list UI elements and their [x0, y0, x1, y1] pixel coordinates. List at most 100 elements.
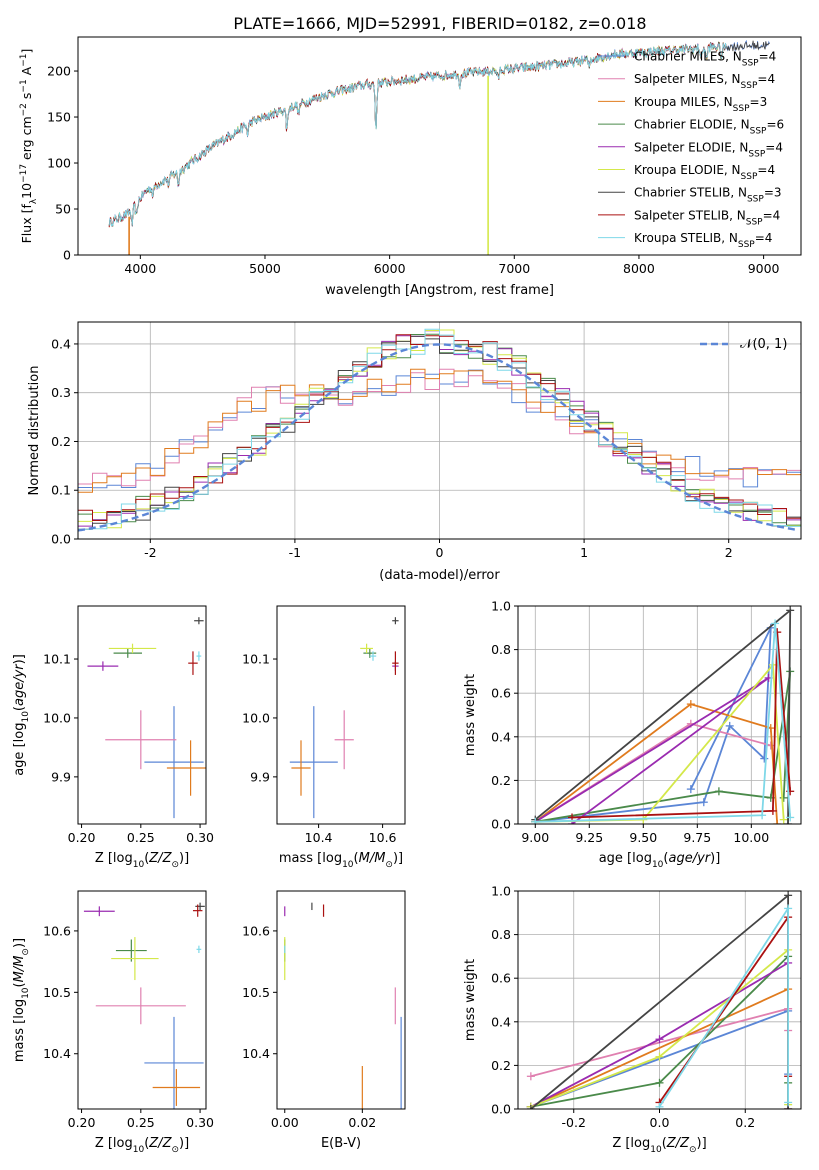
label-part: =4: [759, 50, 777, 64]
x-tick-label: 0.20: [68, 1115, 96, 1130]
label-part: 10: [21, 711, 31, 723]
x-axis-label: mass [log10(M/M⊙)]: [279, 851, 403, 870]
label-part: 𝒩(0, 1): [740, 337, 787, 352]
weight-line: [535, 627, 772, 823]
plot-area: [284, 902, 402, 1109]
x-tick-label: 0.00: [271, 1115, 299, 1130]
y-tick-label: 200: [47, 64, 71, 79]
y-tick-label: 0.0: [51, 532, 71, 547]
label-part: (: [354, 851, 359, 866]
label-part: SSP: [741, 172, 758, 182]
label-part: (: [12, 982, 27, 987]
x-tick-label: 9.50: [629, 830, 657, 845]
y-axis-label: Normed distribution: [27, 366, 42, 496]
y-tick-label: 0.8: [491, 642, 511, 657]
label-part: =4: [757, 163, 775, 177]
label-part: =4: [757, 72, 775, 86]
x-axis-label: Z [log10(Z/Z⊙)]: [612, 1136, 706, 1155]
x-tick-label: 0.30: [186, 830, 214, 845]
x-tick-label: 0.0: [650, 1115, 670, 1130]
label-part: Chabrier STELIB, N: [634, 186, 747, 200]
y-tick-label: 0.2: [491, 1058, 511, 1073]
legend-label: Salpeter STELIB, NSSP=4: [634, 208, 780, 227]
x-tick-label: 4000: [124, 261, 156, 276]
y-tick-label: 0.6: [491, 971, 511, 986]
legend-label: Chabrier STELIB, NSSP=3: [634, 186, 782, 205]
label-part: s: [19, 93, 34, 104]
label-part: )]: [179, 851, 189, 866]
y-axis-label: Flux [fλ10−17 erg cm−2 s−1 A−1]: [19, 49, 39, 244]
x-tick-label: 7000: [498, 261, 530, 276]
label-part: −1: [19, 54, 29, 67]
label-part: Kroupa ELODIE, N: [634, 163, 741, 177]
axes-frame: [276, 605, 406, 825]
x-tick-label: 2: [725, 545, 733, 560]
axes-mass-vs-EBV: 0.00 0.02 10.4 10.5 10.6 E(B-V): [242, 890, 406, 1151]
label-part: Z/Z: [148, 851, 172, 866]
figure-title: PLATE=1666, MJD=52991, FIBERID=0182, z=0…: [233, 14, 646, 33]
y-tick-label: 10.0: [43, 710, 71, 725]
x-tick-label: 10.4: [305, 830, 333, 845]
axes-spectrum: 4000 5000 6000 7000 8000 9000 0 50 100 150 200 wave…: [19, 36, 802, 298]
y-axis-label: age [log10(age/yr)]: [12, 654, 31, 776]
label-part: 10: [133, 1145, 145, 1155]
y-tick-label: 10.0: [242, 710, 270, 725]
y-tick-label: 0.1: [51, 483, 71, 498]
plot-area: [531, 606, 795, 824]
histogram-step: [78, 368, 801, 493]
label-part: Salpeter MILES, N: [634, 72, 741, 86]
label-part: erg cm: [19, 116, 34, 164]
plot-area: [289, 617, 399, 819]
label-part: age/yr: [12, 663, 27, 706]
label-part: M/M: [359, 851, 386, 866]
y-tick-label: 150: [47, 110, 71, 125]
y-tick-label: 0: [63, 248, 71, 263]
y-tick-label: 10.1: [242, 652, 270, 667]
legend-label: Salpeter ELODIE, NSSP=4: [634, 140, 783, 159]
y-tick-label: 1.0: [491, 599, 511, 614]
x-tick-label: 10.6: [369, 830, 397, 845]
axes-age-vs-Z: 0.20 0.25 0.309.910.010.1Z [log10(Z/Z⊙)]ag…: [12, 605, 214, 870]
label-part: =4: [765, 140, 783, 154]
label-part: 10: [652, 860, 664, 870]
label-part: )]: [697, 1136, 707, 1151]
x-tick-label: -1: [289, 545, 301, 560]
histogram-step: [78, 334, 801, 521]
label-part: SSP: [747, 195, 764, 205]
label-part: M/M: [12, 956, 27, 983]
y-tick-label: 10.5: [43, 985, 71, 1000]
legend-label: Kroupa ELODIE, NSSP=4: [634, 163, 775, 182]
y-tick-label: 10.6: [242, 923, 270, 938]
y-tick-label: 0.8: [491, 927, 511, 942]
weight-line: [658, 905, 789, 1108]
label-part: )]: [393, 851, 403, 866]
legend-label: Chabrier ELODIE, NSSP=6: [634, 118, 784, 137]
label-part: SSP: [741, 81, 758, 91]
x-axis-label: E(B-V): [321, 1136, 361, 1151]
label-part: −2: [19, 103, 29, 116]
label-part: 10: [650, 1145, 662, 1155]
x-axis-label: Z [log10(Z/Z⊙)]: [95, 851, 189, 870]
label-part: 10: [19, 183, 34, 199]
axes-weights-vs-age: 9.00 9.25 9.50 9.75 10.00 0.0 0.2 0.4 0.6 0.8 1.0 a…: [463, 599, 802, 870]
label-part: Salpeter STELIB, N: [634, 208, 746, 222]
x-axis-label: Z [log10(Z/Z⊙)]: [95, 1136, 189, 1155]
y-tick-label: 10.5: [242, 985, 270, 1000]
label-part: 10: [342, 860, 354, 870]
label-part: mass [log: [279, 851, 342, 866]
label-part: ⊙: [385, 860, 393, 870]
label-part: 10: [21, 987, 31, 999]
y-tick-label: 0.6: [491, 686, 511, 701]
label-part: Kroupa MILES, N: [634, 95, 733, 109]
histogram-step: [78, 328, 801, 530]
plot-area: [108, 39, 770, 255]
label-part: Z [log: [95, 851, 133, 866]
x-tick-label: 0: [436, 545, 444, 560]
histogram-step: [78, 368, 801, 487]
axes-frame: [77, 605, 207, 825]
label-part: mass [log: [12, 999, 27, 1062]
x-tick-label: 0.25: [127, 1115, 155, 1130]
label-part: −1: [19, 79, 29, 92]
label-part: Chabrier MILES, N: [634, 50, 742, 64]
